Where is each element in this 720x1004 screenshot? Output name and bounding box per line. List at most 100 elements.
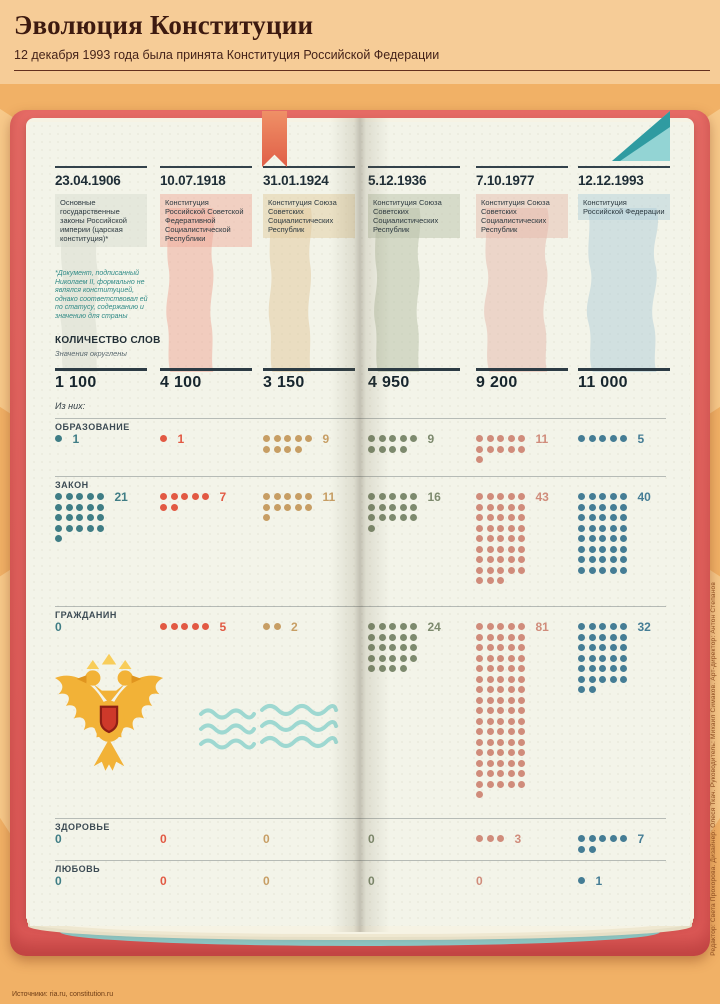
constitution-name: Конституция Российской Советской Федерат… <box>160 194 252 247</box>
dot <box>620 435 627 442</box>
dot <box>497 566 504 574</box>
dot-grid <box>476 623 529 802</box>
dot <box>55 535 62 542</box>
dot <box>518 728 525 735</box>
dot <box>476 435 483 442</box>
dot <box>486 493 494 500</box>
dot <box>97 514 104 521</box>
dot-grid <box>263 435 316 456</box>
dot-cell: 11 <box>263 491 335 525</box>
dot <box>518 717 525 725</box>
word-count-ribbon <box>484 208 549 372</box>
dot-count: 21 <box>114 490 128 504</box>
dot <box>378 654 386 662</box>
word-count-ribbon <box>268 208 312 372</box>
dot-cell: 0 <box>55 875 62 887</box>
dot-cell: 24 <box>368 620 441 676</box>
dot <box>476 644 483 651</box>
dot-count: 2 <box>291 620 298 634</box>
dot <box>399 435 407 442</box>
dot-cell: 7 <box>578 833 644 856</box>
dot <box>389 665 396 672</box>
constitution-date: 12.12.1993 <box>578 173 644 188</box>
dot <box>497 577 504 584</box>
word-frequency-row: ЛЮБОВЬ 0 0 0 0 0 1 <box>55 860 666 887</box>
dot-cell: 5 <box>578 433 644 446</box>
dot <box>273 493 281 500</box>
dot <box>97 524 104 532</box>
dot <box>497 665 504 672</box>
dot <box>486 696 494 704</box>
dot-grid <box>578 623 631 697</box>
dot <box>368 445 375 453</box>
dot <box>273 435 281 442</box>
dot <box>578 493 585 500</box>
dot <box>620 623 627 630</box>
dot <box>378 665 386 672</box>
dot <box>497 759 504 767</box>
dot <box>263 435 270 442</box>
word-count-block: 11 000 <box>578 368 670 392</box>
dot <box>389 445 396 453</box>
dot <box>578 514 585 521</box>
dot <box>497 675 504 683</box>
dot-cell: 43 <box>476 491 549 588</box>
dot <box>588 493 596 500</box>
dot <box>368 503 375 511</box>
dot <box>497 633 504 641</box>
dot <box>378 435 386 442</box>
dot-cell: 5 <box>160 621 226 634</box>
dot <box>588 435 596 442</box>
dot-cell: 0 <box>160 875 167 887</box>
dot <box>263 623 270 630</box>
dot <box>578 435 585 442</box>
dot <box>518 707 525 714</box>
dot <box>170 623 178 630</box>
dot <box>497 717 504 725</box>
dot <box>518 493 525 500</box>
dot <box>518 644 525 651</box>
dot <box>476 749 483 756</box>
dot-cell: 16 <box>368 491 441 535</box>
dot <box>518 759 525 767</box>
dot <box>294 445 302 453</box>
dot <box>86 524 94 532</box>
dot <box>486 545 494 553</box>
dot <box>578 654 585 662</box>
constitution-date: 5.12.1936 <box>368 173 427 188</box>
dot <box>486 623 494 630</box>
dot <box>486 556 494 563</box>
constitution-column-header: 5.12.1936 Конституция Союза Советских Соц… <box>368 166 460 238</box>
dot <box>620 665 627 672</box>
dot <box>476 514 483 521</box>
dot <box>486 654 494 662</box>
word-count-value: 9 200 <box>476 374 518 391</box>
dot <box>497 435 504 442</box>
dot <box>507 728 515 735</box>
dot <box>410 503 417 511</box>
dot <box>507 707 515 714</box>
dot <box>378 503 386 511</box>
imperial-eagle-icon <box>55 653 163 771</box>
constitution-name: Конституция Российской Федерации <box>578 194 670 220</box>
dot <box>389 633 396 641</box>
dot-cell: 0 <box>55 621 62 633</box>
dot <box>609 835 617 842</box>
dot <box>410 435 417 442</box>
dot <box>284 445 291 453</box>
dot <box>273 623 281 630</box>
dot <box>389 503 396 511</box>
dot <box>486 759 494 767</box>
word-count-ribbon <box>166 208 215 372</box>
dot <box>497 535 504 542</box>
dot-grid <box>160 493 213 514</box>
dot <box>389 644 396 651</box>
dot <box>609 675 617 683</box>
dot <box>599 535 606 542</box>
dot <box>486 780 494 788</box>
dot-count: 24 <box>427 620 441 634</box>
dot <box>378 644 386 651</box>
dot <box>86 503 94 511</box>
dot <box>599 665 606 672</box>
dot <box>191 493 199 500</box>
